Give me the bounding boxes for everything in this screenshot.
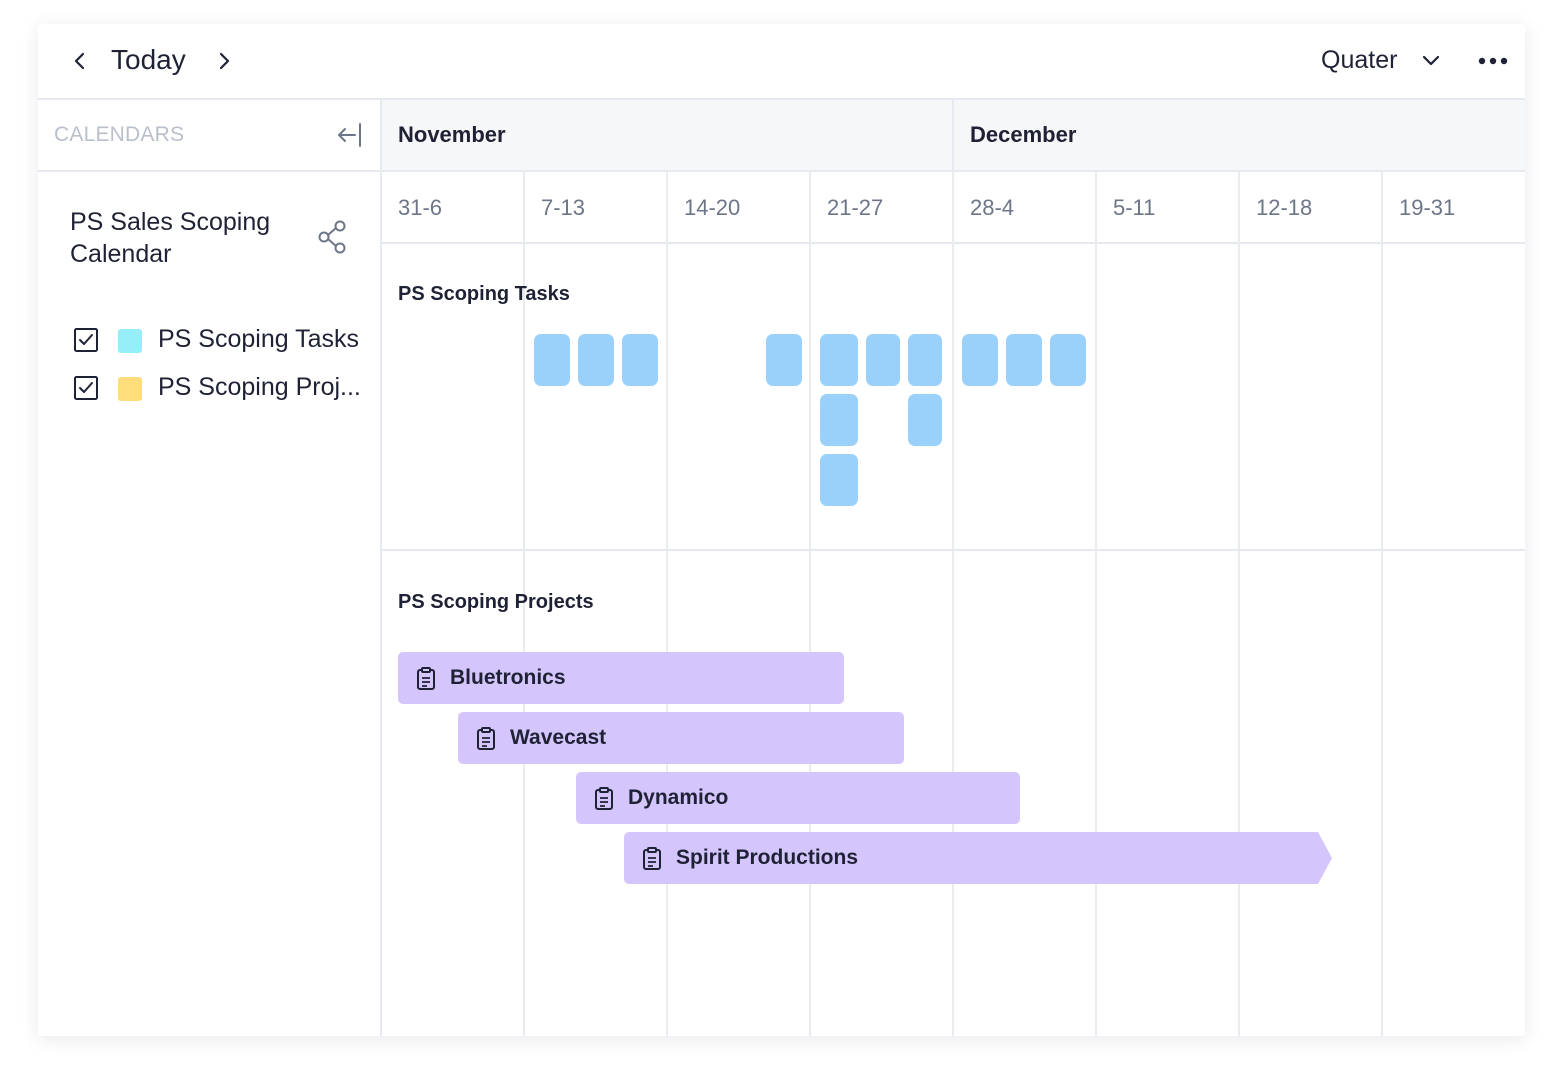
month-label: November [398,122,506,147]
task-block[interactable] [866,334,900,386]
task-block[interactable] [1050,334,1086,386]
color-swatch [118,329,142,353]
project-bar[interactable]: Wavecast [458,712,904,764]
month-divider [952,100,954,170]
tasks-section-title: PS Scoping Tasks [398,283,570,305]
project-name: Spirit Productions [676,846,859,869]
week-label: 31-6 [398,195,443,220]
calendar-item-tasks[interactable]: PS Scoping Tasks [74,324,374,356]
sidebar-header: CALENDARS [38,100,380,172]
week-label: 21-27 [827,195,884,220]
calendar-item-projects[interactable]: PS Scoping Proj... [74,372,374,404]
week-gridline [523,172,525,1036]
project-bar[interactable]: Bluetronics [398,652,844,704]
today-button[interactable]: Today [111,44,186,75]
task-block[interactable] [534,334,570,386]
toolbar: Today Quater [38,24,1525,100]
calendars-sidebar: CALENDARS PS Sales Scoping Calendar PS S… [38,100,382,1036]
week-gridline [1095,172,1097,1036]
color-swatch [118,377,142,401]
task-block[interactable] [578,334,614,386]
week-label: 28-4 [970,195,1015,220]
week-label: 14-20 [684,195,741,220]
clipboard-icon [417,667,435,690]
projects-section-title: PS Scoping Projects [398,591,594,613]
week-gridline [1238,172,1240,1036]
clipboard-icon [642,847,662,871]
chevron-down-icon[interactable] [1421,54,1441,68]
share-icon[interactable] [318,220,348,254]
month-header-row: November December [382,100,1525,172]
week-header-row: 31-6 7-13 14-20 21-27 28-4 5-11 12-18 19… [382,172,1525,244]
task-block[interactable] [820,454,858,506]
week-gridline [1381,172,1383,1036]
project-bar[interactable]: Spirit Productions [624,832,1332,884]
week-label: 19-31 [1399,195,1456,220]
collapse-sidebar-icon[interactable] [336,122,362,148]
week-gridline [952,172,954,1036]
clipboard-icon [595,787,613,810]
project-name: Dynamico [628,786,729,809]
task-block[interactable] [766,334,802,386]
week-label: 7-13 [541,195,586,220]
week-label: 12-18 [1256,195,1313,220]
task-block[interactable] [908,334,942,386]
calendar-item-label: PS Scoping Tasks [158,325,360,353]
checkbox-checked-icon[interactable] [74,376,98,400]
project-name: Bluetronics [450,666,566,689]
week-gridline [809,172,811,1036]
task-block[interactable] [908,394,942,446]
calendar-item-label: PS Scoping Proj... [158,373,361,401]
task-block[interactable] [820,394,858,446]
section-divider [382,549,1525,551]
calendar-card: Today Quater CALENDARS PS Sales Scoping … [38,24,1525,1036]
calendar-name: PS Sales Scoping Calendar [70,208,271,268]
month-label: December [970,122,1077,147]
task-block[interactable] [962,334,998,386]
task-block[interactable] [820,334,858,386]
timeline-grid: November December 31-6 7-13 14-20 21-27 … [382,100,1525,1036]
checkbox-checked-icon[interactable] [74,328,98,352]
view-select[interactable]: Quater [1321,46,1398,74]
week-label: 5-11 [1113,195,1156,220]
project-bar[interactable]: Dynamico [576,772,1020,824]
task-block[interactable] [1006,334,1042,386]
sidebar-title: CALENDARS [54,123,185,146]
chevron-right-icon [219,52,230,70]
more-horizontal-icon[interactable] [1478,53,1508,69]
week-gridline [666,172,668,1036]
project-name: Wavecast [510,726,607,749]
next-button[interactable] [212,47,236,75]
prev-button[interactable] [68,47,92,75]
clipboard-icon [477,727,495,750]
task-block[interactable] [622,334,658,386]
chevron-left-icon [74,52,85,70]
